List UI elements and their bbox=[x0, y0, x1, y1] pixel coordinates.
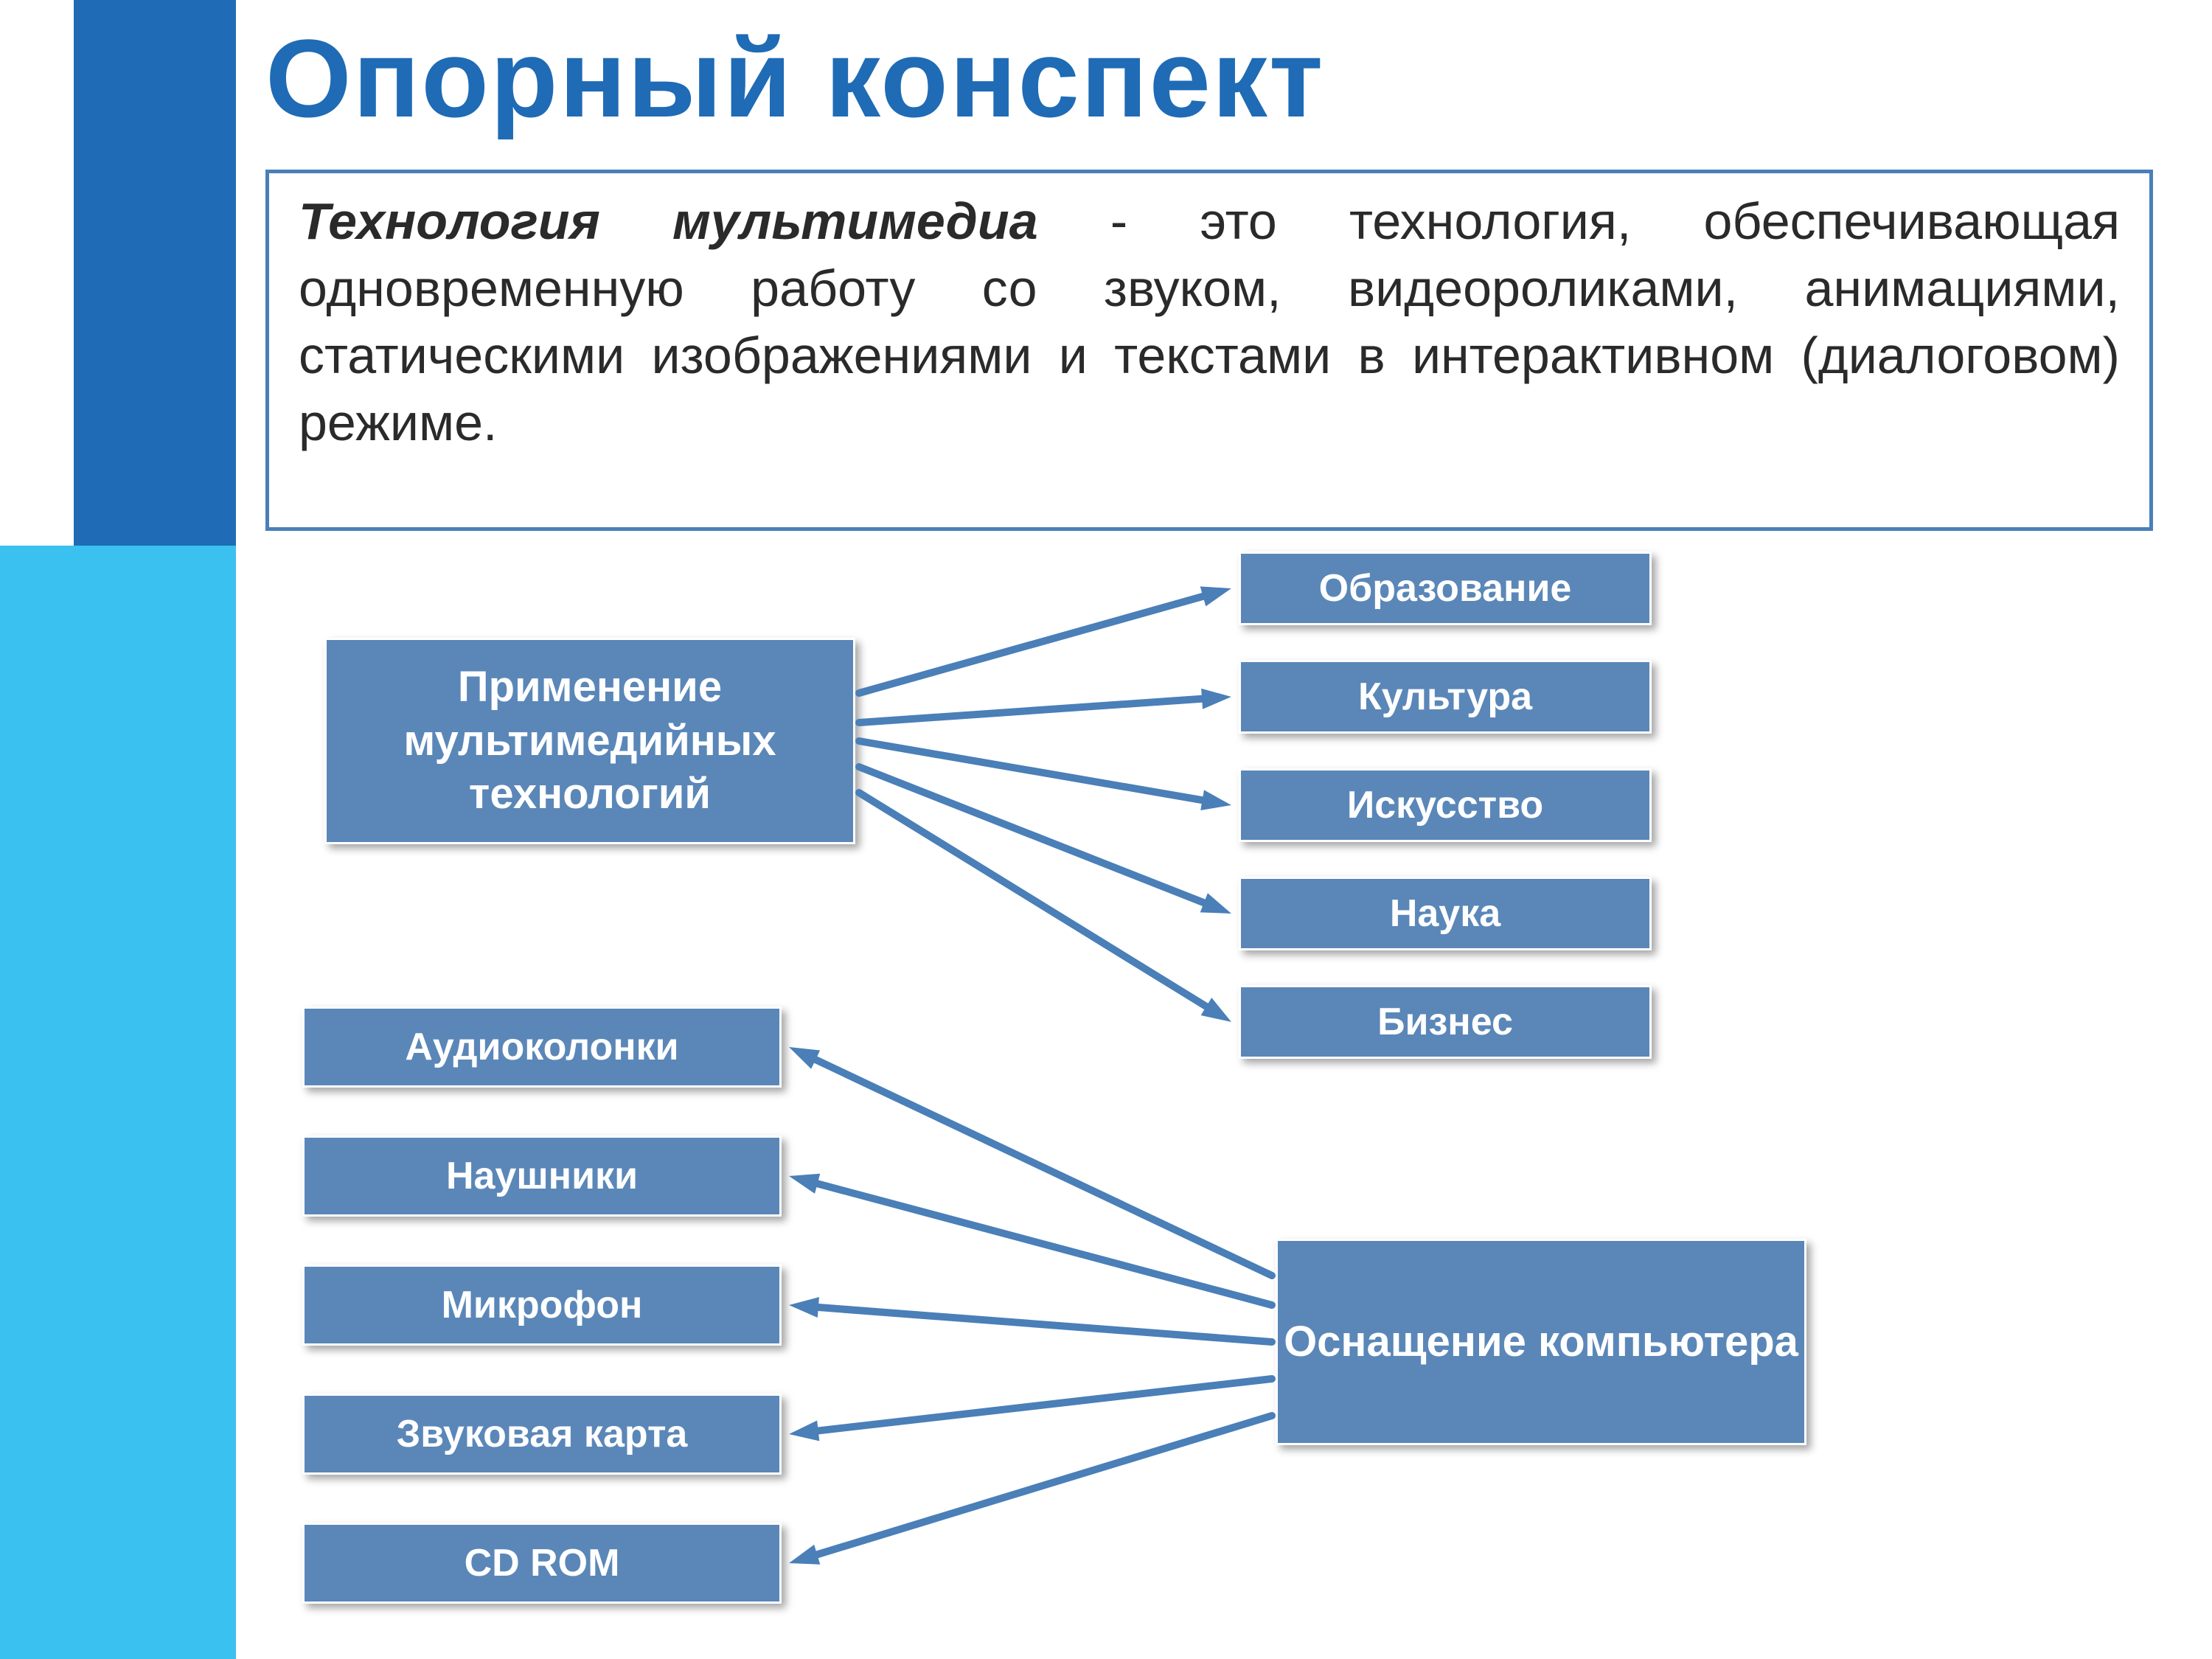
node-label: Оснащение компьютера bbox=[1284, 1315, 1798, 1369]
node-label: CD ROM bbox=[465, 1541, 620, 1585]
node-label: Применение мультимедийных технологий bbox=[327, 661, 853, 821]
node-label: Бизнес bbox=[1377, 1000, 1513, 1044]
node-equip-item: Микрофон bbox=[302, 1265, 782, 1346]
definition-box: Технология мультимедиа - это технология,… bbox=[265, 170, 2153, 531]
sidebar-accent-light bbox=[0, 546, 236, 1659]
node-label: Образование bbox=[1319, 566, 1572, 611]
node-app-item: Культура bbox=[1239, 660, 1652, 734]
node-label: Звуковая карта bbox=[397, 1412, 688, 1456]
node-label: Аудиоколонки bbox=[405, 1025, 678, 1069]
node-label: Культура bbox=[1358, 675, 1532, 719]
node-equipment-hub: Оснащение компьютера bbox=[1276, 1239, 1806, 1445]
node-app-item: Наука bbox=[1239, 877, 1652, 950]
node-equip-item: CD ROM bbox=[302, 1523, 782, 1604]
page-title: Опорный конспект bbox=[265, 15, 1324, 142]
node-equip-item: Наушники bbox=[302, 1135, 782, 1217]
definition-lead: Технология мультимедиа bbox=[299, 192, 1038, 250]
node-applications-hub: Применение мультимедийных технологий bbox=[324, 638, 855, 844]
node-app-item: Искусство bbox=[1239, 768, 1652, 842]
node-equip-item: Аудиоколонки bbox=[302, 1006, 782, 1088]
sidebar-accent-dark bbox=[74, 0, 236, 546]
node-label: Искусство bbox=[1347, 783, 1543, 827]
node-app-item: Бизнес bbox=[1239, 985, 1652, 1059]
node-equip-item: Звуковая карта bbox=[302, 1394, 782, 1475]
node-label: Микрофон bbox=[442, 1283, 643, 1327]
node-app-item: Образование bbox=[1239, 552, 1652, 625]
node-label: Наушники bbox=[446, 1154, 638, 1198]
node-label: Наука bbox=[1390, 891, 1500, 936]
